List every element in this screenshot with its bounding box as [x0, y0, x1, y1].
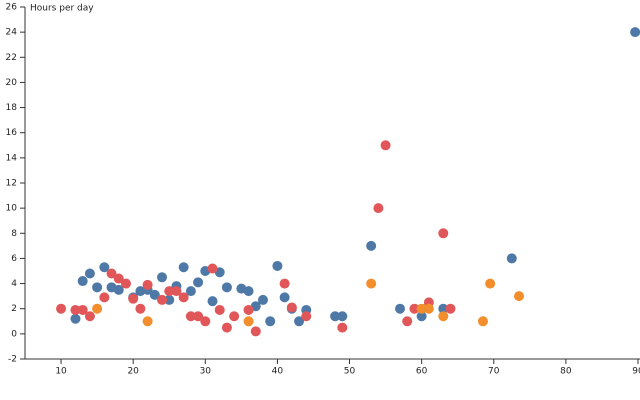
point: [416, 303, 427, 314]
x-tick-label: 60: [416, 367, 428, 377]
point: [120, 278, 131, 289]
point: [84, 311, 95, 322]
point: [416, 311, 427, 322]
point: [142, 279, 153, 290]
point: [157, 294, 168, 305]
point: [84, 268, 95, 279]
y-tick-label: -2: [8, 355, 17, 365]
point: [185, 311, 196, 322]
point: [438, 303, 449, 314]
point: [77, 304, 88, 315]
point: [265, 316, 276, 327]
point: [99, 292, 110, 303]
y-tick-label: 8: [11, 229, 17, 239]
point: [193, 277, 204, 288]
point: [402, 316, 413, 327]
point: [128, 293, 139, 304]
y-tick-label: 4: [11, 279, 17, 289]
point: [301, 311, 312, 322]
y-tick-label: 2: [11, 304, 17, 314]
y-tick-label: 26: [6, 3, 18, 13]
y-tick-label: 12: [6, 179, 17, 189]
point: [92, 303, 103, 314]
point: [330, 311, 341, 322]
point: [135, 303, 146, 314]
point: [221, 282, 232, 293]
x-tick-label: 70: [488, 367, 500, 377]
point: [366, 240, 377, 251]
y-tick-label: 0: [11, 329, 17, 339]
x-tick-label: 90: [632, 367, 640, 377]
y-tick-label: 18: [6, 103, 18, 113]
point: [70, 313, 81, 324]
point: [200, 316, 211, 327]
point: [214, 304, 225, 315]
point: [279, 278, 290, 289]
x-tick-label: 40: [272, 367, 284, 377]
point: [438, 228, 449, 239]
point: [630, 27, 640, 38]
point: [70, 304, 81, 315]
point: [243, 316, 254, 327]
point: [193, 311, 204, 322]
point: [178, 262, 189, 273]
y-tick-label: 6: [11, 254, 17, 264]
point: [56, 303, 67, 314]
point: [149, 289, 160, 300]
y-tick-label: 20: [6, 78, 18, 88]
x-tick-label: 20: [127, 367, 139, 377]
y-tick-label: 10: [6, 204, 18, 214]
point: [380, 140, 391, 151]
point: [409, 303, 420, 314]
point: [221, 322, 232, 333]
point: [294, 316, 305, 327]
point: [229, 311, 240, 322]
point: [514, 291, 525, 302]
point: [373, 203, 384, 214]
point: [445, 303, 456, 314]
point: [99, 262, 110, 273]
point: [337, 322, 348, 333]
x-tick-label: 50: [344, 367, 356, 377]
point: [113, 273, 124, 284]
point: [250, 326, 261, 337]
point: [257, 294, 268, 305]
point: [279, 292, 290, 303]
point: [286, 302, 297, 313]
point: [185, 286, 196, 297]
point: [77, 276, 88, 287]
point: [113, 284, 124, 295]
point: [164, 286, 175, 297]
point: [164, 294, 175, 305]
x-tick-label: 30: [200, 367, 212, 377]
point: [207, 296, 218, 307]
point: [207, 263, 218, 274]
point: [106, 268, 117, 279]
point: [485, 278, 496, 289]
point: [438, 311, 449, 322]
point: [272, 260, 283, 271]
x-tick-label: 80: [560, 367, 572, 377]
y-tick-label: 16: [6, 128, 18, 138]
point: [178, 292, 189, 303]
point: [366, 278, 377, 289]
point: [506, 253, 517, 264]
point: [477, 316, 488, 327]
y-tick-label: 24: [6, 28, 18, 38]
y-tick-label: 14: [6, 153, 18, 163]
point: [423, 303, 434, 314]
point: [337, 311, 348, 322]
point: [243, 286, 254, 297]
point: [92, 282, 103, 293]
y-axis-label: Hours per day: [30, 4, 94, 14]
y-tick-label: 22: [6, 53, 17, 63]
point: [142, 316, 153, 327]
point: [157, 272, 168, 283]
point: [171, 286, 182, 297]
point: [395, 303, 406, 314]
point: [243, 304, 254, 315]
x-tick-label: 10: [55, 367, 67, 377]
